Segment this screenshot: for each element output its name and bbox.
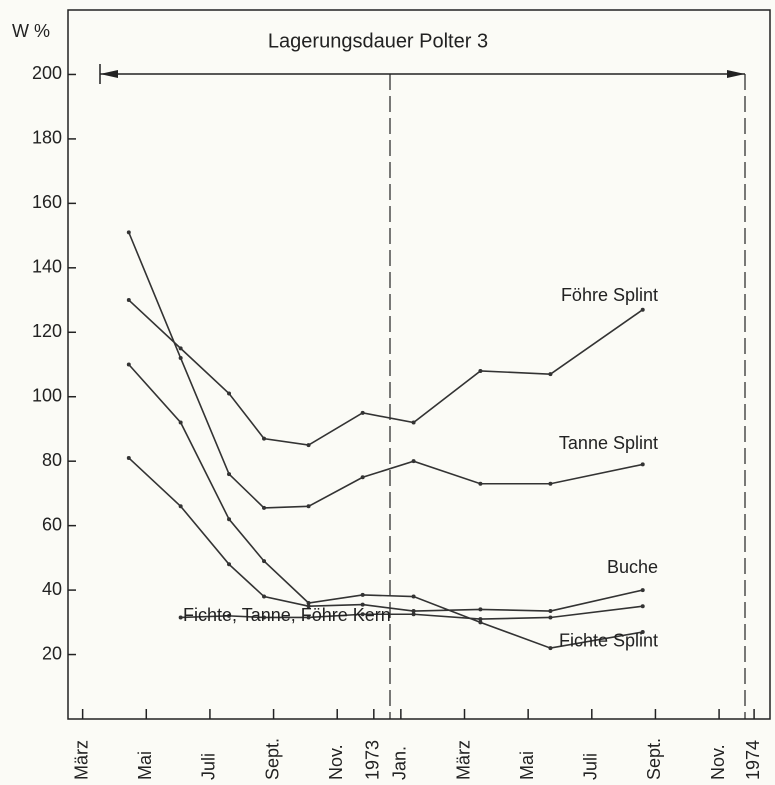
data-point <box>411 612 416 617</box>
x-tick-label: März <box>453 740 473 780</box>
data-point <box>126 362 131 367</box>
y-tick-label: 120 <box>32 321 62 341</box>
data-point <box>548 481 553 486</box>
data-point <box>306 443 311 448</box>
data-point <box>262 559 267 564</box>
data-point <box>306 615 311 620</box>
data-point <box>478 368 483 373</box>
data-point <box>227 613 232 618</box>
data-point <box>360 475 365 480</box>
data-point <box>478 607 483 612</box>
series-label: Fichte, Tanne, Föhre Kern <box>183 605 391 625</box>
series-line <box>128 457 643 612</box>
data-point <box>360 612 365 617</box>
data-point <box>126 298 131 303</box>
data-point <box>478 617 483 622</box>
data-point <box>262 436 267 441</box>
data-point <box>227 472 232 477</box>
y-tick-label: 140 <box>32 257 62 277</box>
y-tick-label: 200 <box>32 63 62 83</box>
x-tick-label: 1973 <box>363 740 383 780</box>
y-tick-label: 100 <box>32 385 62 405</box>
data-point <box>640 604 645 609</box>
data-point <box>360 592 365 597</box>
data-point <box>262 505 267 510</box>
chart-title: Lagerungsdauer Polter 3 <box>268 30 488 52</box>
data-point <box>640 307 645 312</box>
data-point <box>306 604 311 609</box>
data-point <box>178 346 183 351</box>
data-point <box>411 459 416 464</box>
x-tick-label: Sept. <box>644 738 664 780</box>
series-line <box>128 232 643 509</box>
series-line <box>128 363 643 649</box>
data-point <box>548 609 553 614</box>
series-label: Buche <box>607 557 658 577</box>
data-point <box>640 588 645 593</box>
y-tick-label: 40 <box>42 579 62 599</box>
y-tick-label: 60 <box>42 514 62 534</box>
data-point <box>178 356 183 361</box>
x-tick-label: Nov. <box>708 744 728 780</box>
data-point <box>227 562 232 567</box>
x-tick-label: Nov. <box>326 744 346 780</box>
y-tick-label: 80 <box>42 450 62 470</box>
data-point <box>640 629 645 634</box>
data-point <box>411 609 416 614</box>
data-point <box>227 391 232 396</box>
series-label: Tanne Splint <box>559 433 658 453</box>
x-tick-label: Mai <box>135 751 155 780</box>
data-point <box>411 420 416 425</box>
y-axis-label: W % <box>12 21 50 41</box>
data-point <box>178 504 183 509</box>
data-point <box>548 615 553 620</box>
data-point <box>360 602 365 607</box>
data-point <box>548 372 553 377</box>
arrow-head <box>100 70 118 78</box>
y-tick-label: 160 <box>32 192 62 212</box>
data-point <box>262 594 267 599</box>
x-tick-label: März <box>71 740 91 780</box>
x-tick-label: 1974 <box>743 740 763 780</box>
data-point <box>306 600 311 605</box>
y-tick-label: 180 <box>32 128 62 148</box>
data-point <box>126 230 131 235</box>
series-line <box>128 299 644 446</box>
data-point <box>478 481 483 486</box>
data-point <box>126 455 131 460</box>
data-point <box>360 410 365 415</box>
x-tick-label: Mai <box>517 751 537 780</box>
data-point <box>478 620 483 625</box>
data-point <box>306 504 311 509</box>
data-point <box>262 615 267 620</box>
x-tick-label: Jan. <box>390 746 410 780</box>
y-tick-label: 20 <box>42 643 62 663</box>
x-tick-label: Juli <box>199 753 219 780</box>
data-point <box>411 594 416 599</box>
x-tick-label: Sept. <box>262 738 282 780</box>
series-label: Föhre Splint <box>561 285 658 305</box>
data-point <box>178 615 183 620</box>
data-point <box>548 646 553 651</box>
data-point <box>227 517 232 522</box>
data-point <box>640 462 645 467</box>
arrow-head <box>727 70 745 78</box>
plot-frame <box>67 9 771 720</box>
series-label: Fichte Splint <box>559 631 658 651</box>
x-tick-label: Juli <box>581 753 601 780</box>
data-point <box>178 420 183 425</box>
